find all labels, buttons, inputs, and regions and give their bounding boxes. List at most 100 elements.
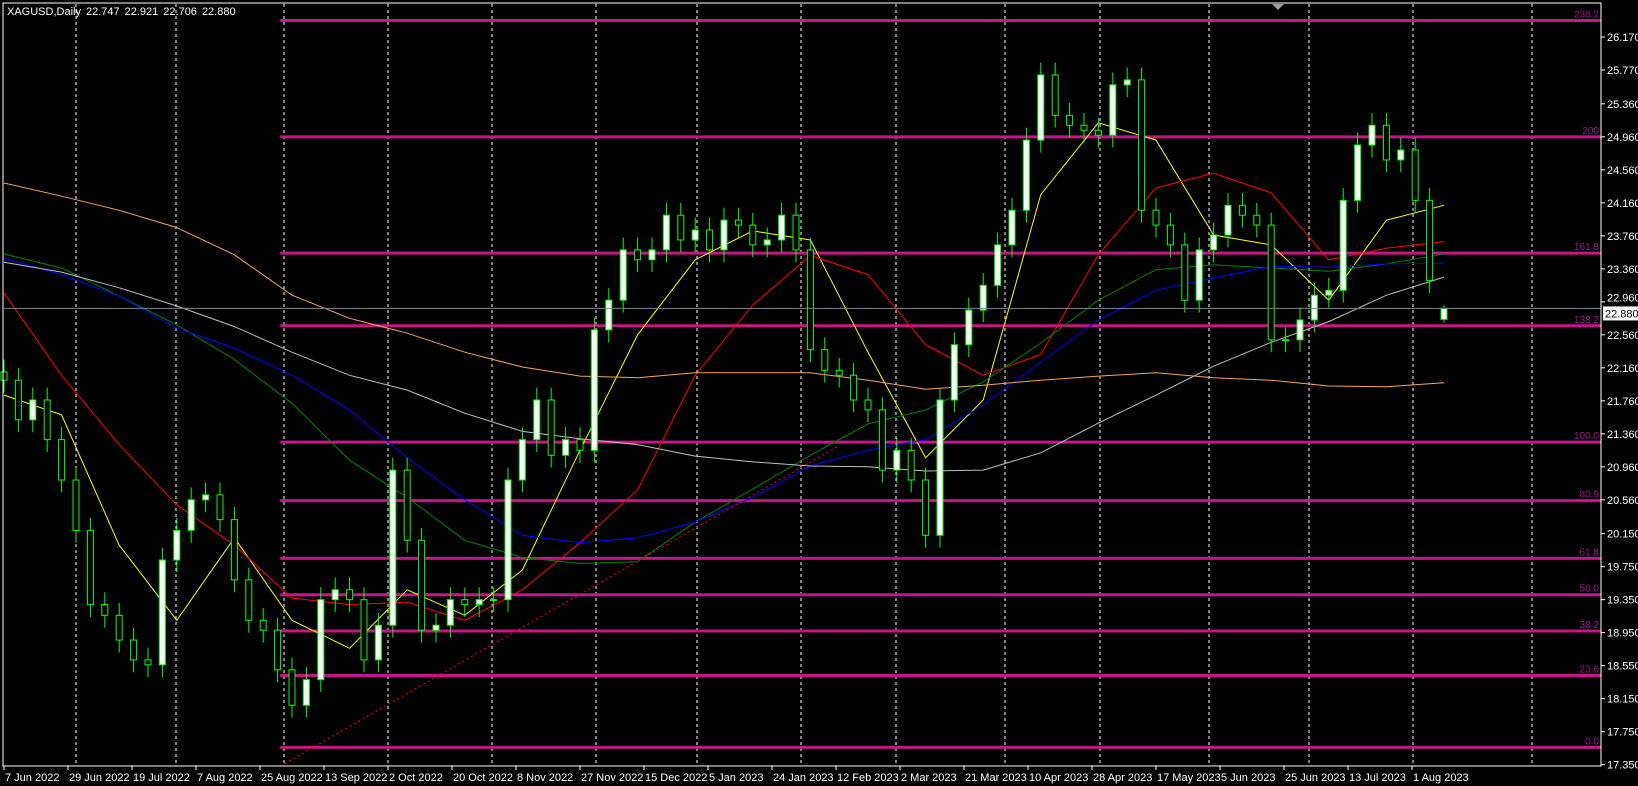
time-axis[interactable]: 7 Jun 2022 29 Jun 2022 19 Jul 2022 7 Aug 20… [3,766,1469,784]
candle-body [778,214,786,241]
date-tick-label: 25 Jun 2023 [1285,772,1346,784]
date-tick-label: 5 Jan 2023 [709,772,763,784]
fib-level-label: 100.0 [1574,431,1599,442]
candle-body [475,599,483,606]
date-tick-label: 24 Jan 2023 [773,772,834,784]
candle-body [893,449,901,471]
chart-shift-marker-icon[interactable] [1272,4,1284,10]
candle [1195,237,1203,313]
candle [1339,187,1347,303]
candle-body [1339,199,1347,291]
candle [1166,212,1174,258]
candle-body [1008,209,1016,246]
candle [936,387,944,548]
candle [158,547,166,678]
candle [979,272,987,323]
candle-body [590,329,598,451]
candle [893,437,901,483]
candle-body [922,479,930,536]
candle [1440,305,1448,323]
candle [1310,282,1318,333]
candle-body [648,249,656,261]
candle [202,482,210,513]
candle-body [259,619,267,631]
candle [1238,192,1246,228]
fib-level-label: 0.0 [1585,736,1599,747]
date-tick-label: 28 Apr 2023 [1093,772,1152,784]
candle-body [950,344,958,401]
candle [72,467,80,543]
price-axis[interactable]: 26.170 25.770 25.360 24.960 24.560 24.160 23.7… [1601,32,1638,772]
candle [1253,202,1261,238]
candle [907,437,915,493]
candle-body [245,579,253,621]
candle-body [374,624,382,661]
candle [850,362,858,413]
candle-body [490,599,498,602]
fib-level-label: 161.8 [1574,242,1599,253]
price-tick-label: 17.350 [1607,760,1638,772]
candle [346,577,354,613]
candle-body [418,539,426,631]
candle-body [1440,307,1448,320]
price-tick-label: 20.560 [1607,495,1638,507]
candle [749,212,757,258]
candle [1123,67,1131,98]
candle [835,357,843,388]
candle [648,237,656,273]
candle-body [29,399,37,421]
fib-level-label: 61.8 [1580,547,1600,558]
candle-body [158,559,166,666]
price-tick-label: 24.160 [1607,198,1638,210]
candle-body [504,479,512,601]
candle [720,207,728,263]
price-tick-label: 20.150 [1607,529,1638,541]
candle [288,657,296,718]
candle [1368,112,1376,158]
candle [734,207,742,238]
candle-body [1181,244,1189,301]
candle [245,567,253,633]
price-tick-label: 23.360 [1607,264,1638,276]
fibonacci-levels: 238.2 200 161.8 138.2 100.0 80.9 61.8 50.0 38.2 2… [280,10,1601,749]
candle-body [1426,199,1434,281]
candle [778,202,786,253]
candle-body [1282,339,1290,342]
price-tick-label: 21.760 [1607,396,1638,408]
candle [605,287,613,343]
candle-body [1066,114,1074,126]
candle-body [130,639,138,661]
candle [403,457,411,553]
candle-body [1210,234,1218,251]
candle [1426,187,1434,293]
candle-body [1253,214,1261,226]
candle [144,647,152,678]
candle-body [0,371,8,381]
candle [230,507,238,593]
price-tick-label: 17.750 [1607,727,1638,739]
candle [1109,72,1117,148]
candle [1397,137,1405,173]
candle [547,387,555,468]
candle-body [1152,209,1160,226]
price-tick-label: 20.960 [1607,462,1638,474]
candle [374,612,382,673]
candle-body [1310,294,1318,321]
candle-body [835,369,843,376]
candle [1296,307,1304,353]
candle-body [1094,129,1102,136]
candle-body [734,219,742,226]
candle-body [878,409,886,471]
price-tick-label: 25.770 [1607,65,1638,77]
candlesticks [0,62,1448,718]
date-tick-label: 5 Jun 2023 [1221,772,1275,784]
candle [1138,67,1146,223]
candle-body [389,469,397,626]
candle [1210,222,1218,263]
price-tick-label: 21.360 [1607,429,1638,441]
candle [101,592,109,628]
moving-average-line [3,172,1445,621]
candle-body [346,589,354,601]
date-tick-label: 13 Sep 2022 [325,772,387,784]
